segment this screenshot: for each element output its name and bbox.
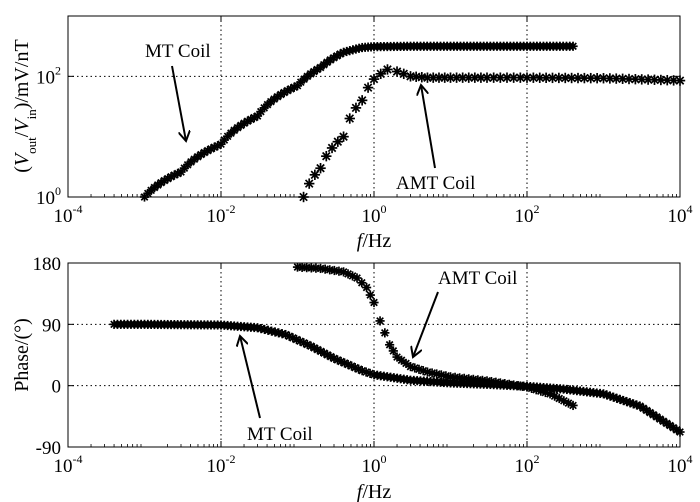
data-point xyxy=(354,364,364,374)
data-point xyxy=(344,113,355,124)
data-point xyxy=(441,371,451,381)
data-point xyxy=(338,131,349,142)
x-tick-label: 104 xyxy=(668,202,693,227)
magnitude-annotation-mt-coil: MT Coil xyxy=(145,41,211,62)
x-tick-label: 100 xyxy=(362,452,387,477)
magnitude-arrow-mt-coil xyxy=(171,65,186,141)
data-point xyxy=(380,328,390,338)
data-point xyxy=(321,150,332,162)
data-point xyxy=(568,400,578,411)
data-point xyxy=(375,316,385,326)
y-tick-label: 180 xyxy=(33,254,62,275)
data-point xyxy=(388,346,398,356)
magnitude-arrow-amt-coil xyxy=(421,85,436,169)
phase-x-axis-label: f/Hz xyxy=(357,481,392,502)
data-point xyxy=(361,282,372,293)
data-point xyxy=(298,191,309,203)
magnitude-y-ticks: 100 102 xyxy=(36,63,680,209)
x-tick-label: 10-2 xyxy=(207,452,236,477)
data-point xyxy=(365,290,375,300)
phase-series-amt-coil xyxy=(292,262,578,411)
magnitude-x-axis-label: f/Hz xyxy=(357,230,392,252)
x-tick-label: 104 xyxy=(668,452,693,477)
magnitude-series-mt-coil xyxy=(139,41,578,202)
data-point xyxy=(343,359,353,370)
data-point xyxy=(369,297,379,308)
y-tick-label: 90 xyxy=(42,315,61,336)
data-point xyxy=(436,370,446,380)
data-point xyxy=(540,72,552,84)
data-point xyxy=(392,352,402,362)
data-point xyxy=(356,95,368,106)
data-point xyxy=(382,64,393,75)
x-tick-label: 10-2 xyxy=(207,202,236,227)
data-point xyxy=(239,118,249,128)
phase-y-ticks: 180 90 0 -90 xyxy=(33,254,680,459)
y-tick-label: 0 xyxy=(52,377,62,398)
data-point xyxy=(291,334,302,345)
phase-arrow-mt-coil xyxy=(240,336,261,419)
phase-x-ticks: 10-4 10-2 100 102 104 xyxy=(54,263,693,477)
x-tick-label: 100 xyxy=(362,202,387,227)
data-point xyxy=(674,75,686,86)
data-point xyxy=(304,178,315,189)
y-tick-label: 100 xyxy=(36,184,61,209)
magnitude-series-amt-coil xyxy=(298,64,686,203)
magnitude-chart: 10-4 10-2 100 102 104 100 102 f/Hz (Vout/Vin)… xyxy=(11,15,693,252)
magnitude-y-axis-label: (Vout/Vin)/mV/nT xyxy=(11,39,39,172)
data-point xyxy=(534,72,545,83)
phase-chart: 10-4 10-2 100 102 104 180 90 0 -90 f/Hz Phase/(… xyxy=(11,254,693,502)
x-tick-label: 10-4 xyxy=(54,452,83,477)
data-point xyxy=(375,68,386,80)
x-tick-label: 10-4 xyxy=(54,202,83,227)
magnitude-annotation-amt-coil: AMT Coil xyxy=(396,173,475,194)
y-tick-label: -90 xyxy=(36,438,61,459)
data-point xyxy=(385,340,395,350)
phase-annotation-amt-coil: AMT Coil xyxy=(438,268,517,289)
x-tick-label: 102 xyxy=(515,452,540,477)
phase-series-mt-coil xyxy=(109,319,685,437)
data-point xyxy=(495,72,506,83)
data-point xyxy=(252,111,263,121)
data-point xyxy=(604,73,616,84)
data-point xyxy=(368,73,380,85)
data-point xyxy=(362,82,374,93)
phase-gridlines xyxy=(68,263,680,447)
phase-y-axis-label: Phase/(°) xyxy=(11,318,33,392)
data-point xyxy=(585,72,596,84)
y-tick-label: 102 xyxy=(36,63,61,88)
data-point xyxy=(508,72,519,83)
data-point xyxy=(675,427,685,437)
data-point xyxy=(350,102,362,114)
data-point xyxy=(501,72,513,83)
phase-annotation-mt-coil: MT Coil xyxy=(247,424,313,445)
phase-arrow-amt-coil xyxy=(413,291,439,357)
data-point xyxy=(568,41,578,51)
x-tick-label: 102 xyxy=(515,202,540,227)
magnitude-x-ticks: 10-4 10-2 100 102 104 xyxy=(54,16,693,227)
data-point xyxy=(315,163,326,174)
